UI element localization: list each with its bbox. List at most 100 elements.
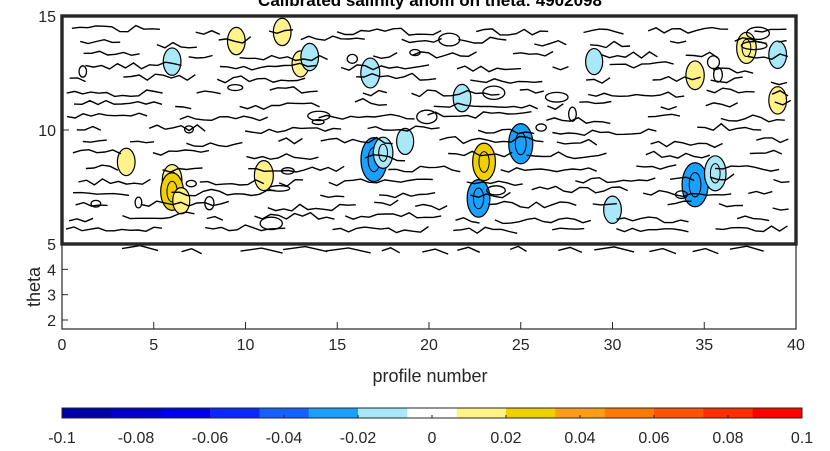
- zero-contour-line: [519, 88, 544, 94]
- zero-contour-line: [267, 203, 356, 212]
- zero-contour-loop: [409, 48, 421, 57]
- colorbar-segment: [259, 408, 310, 418]
- zero-contour-line: [175, 105, 192, 110]
- zero-contour-line: [592, 203, 617, 206]
- zero-contour-loop: [745, 26, 771, 41]
- zero-contour-line: [326, 247, 371, 254]
- zero-contour-line: [669, 176, 695, 181]
- y-tick-label: 5: [47, 237, 56, 254]
- zero-contour-line: [85, 61, 182, 70]
- zero-contour-line: [736, 215, 770, 222]
- zero-contour-line: [328, 178, 433, 187]
- zero-contour-line: [697, 122, 762, 132]
- zero-contour-line: [649, 247, 677, 255]
- zero-contour-line: [457, 246, 480, 253]
- zero-contour-line: [356, 72, 437, 81]
- zero-contour-line: [552, 227, 585, 231]
- zero-contour-line: [594, 246, 635, 253]
- zero-contour-line: [354, 97, 387, 106]
- zero-contour-line: [448, 150, 513, 158]
- zero-contour-line: [660, 105, 677, 111]
- zero-contour-line: [771, 89, 789, 97]
- zero-contour-line: [455, 216, 480, 224]
- zero-contour-line: [715, 225, 788, 233]
- zero-contour-line: [470, 78, 543, 84]
- zero-contour-line: [367, 125, 440, 132]
- colorbar-segment: [358, 408, 408, 418]
- zero-contour-line: [148, 124, 206, 132]
- colorbar-segment: [456, 408, 507, 418]
- x-tick-label: 40: [787, 337, 805, 354]
- zero-contour-line: [171, 188, 276, 197]
- zero-contour-line: [650, 140, 723, 149]
- zero-contour-line: [575, 176, 656, 184]
- anomaly-patch: [253, 160, 274, 192]
- zero-contour-line: [601, 51, 658, 59]
- y-tick-label: 15: [38, 9, 56, 26]
- zero-contour-line: [206, 215, 224, 221]
- zero-contour-line: [300, 35, 365, 41]
- zero-contour-loop: [90, 199, 102, 208]
- colorbar-segment: [407, 408, 458, 418]
- zero-contour-loop: [183, 125, 195, 134]
- zero-contour-line: [188, 54, 213, 59]
- colorbar-tick-label: 0.02: [490, 430, 521, 447]
- zero-contour-loop: [134, 196, 143, 209]
- zero-contour-line: [381, 247, 401, 254]
- zero-contour-line: [374, 199, 399, 207]
- colorbar-tick-labels: -0.1 -0.08 -0.06 -0.04 -0.02 0 0.02 0.04 0.06 0.0…: [48, 415, 813, 447]
- zero-contour-line: [616, 216, 689, 224]
- anomaly-patch: [685, 60, 705, 91]
- zero-contour-line: [645, 150, 711, 159]
- y-tick-label: 3: [47, 288, 56, 305]
- colorbar-tick-label: -0.08: [118, 430, 155, 447]
- zero-contour-line: [199, 179, 265, 186]
- zero-contour-line: [458, 36, 507, 44]
- zero-contour-line: [83, 50, 140, 57]
- colorbar-tick-label: -0.04: [266, 430, 303, 447]
- x-tick-label: 15: [328, 337, 346, 354]
- zero-contour-loop: [482, 85, 506, 101]
- zero-contour-line: [583, 28, 624, 35]
- anomaly-patch: [768, 86, 788, 115]
- zero-contour-line: [718, 202, 743, 208]
- colorbar-segment: [62, 408, 112, 418]
- colorbar-segment: [752, 408, 803, 418]
- zero-contour-loop: [416, 109, 438, 125]
- zero-contour-loop: [346, 53, 359, 64]
- zero-contour-line: [488, 200, 577, 209]
- zero-contour-line: [122, 211, 195, 220]
- colorbar-segment: [703, 408, 754, 418]
- zero-contour-line: [240, 247, 283, 254]
- zero-contour-line: [652, 75, 701, 82]
- anomaly-patch: [452, 83, 472, 113]
- zero-contour-line: [720, 114, 785, 123]
- zero-contour-line: [415, 203, 448, 211]
- colorbar-tick-label: -0.06: [192, 430, 229, 447]
- zero-contour-line: [774, 99, 792, 106]
- zero-contour-line: [82, 139, 107, 143]
- zero-contour-loop: [227, 84, 244, 92]
- zero-contour-line: [470, 191, 511, 199]
- anomaly-patch-core: [472, 187, 485, 210]
- zero-contour-line: [586, 77, 611, 84]
- zero-contour-line: [433, 102, 538, 110]
- zero-contour-line: [239, 54, 328, 62]
- colorbar-segment: [111, 408, 162, 418]
- zero-contour-line: [179, 115, 268, 122]
- x-axis-ticks: 0 5 10 15 20 25 30 35 40: [58, 322, 805, 354]
- colorbar-segment: [308, 408, 359, 418]
- zero-contour-line: [344, 212, 442, 220]
- zero-contour-loop: [712, 66, 723, 83]
- zero-contour-line: [332, 225, 429, 234]
- zero-contour-line: [531, 185, 628, 194]
- x-tick-label: 5: [149, 337, 158, 354]
- zero-contour-line: [749, 149, 783, 155]
- zero-contour-line: [65, 226, 163, 233]
- zero-contour-line: [320, 136, 393, 145]
- zero-contour-line: [80, 38, 121, 45]
- zero-contour-line: [186, 141, 243, 148]
- colorbar-tick-label: 0.1: [791, 430, 813, 447]
- colorbar-segment: [210, 408, 260, 418]
